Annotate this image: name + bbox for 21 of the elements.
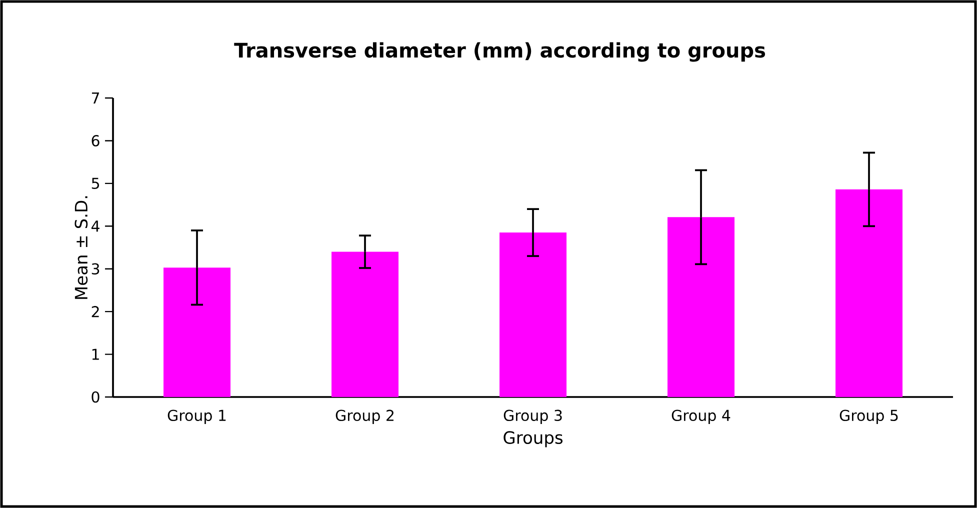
y-tick-label: 1 xyxy=(92,348,99,360)
y-tick-label: 7 xyxy=(92,92,100,104)
chart-title: Transverse diameter (mm) according to groups xyxy=(234,42,766,62)
bar xyxy=(164,268,231,397)
y-tick-label: 5 xyxy=(92,178,99,190)
y-tick-label: 6 xyxy=(92,135,100,146)
x-tick-label: Group 1 xyxy=(168,410,226,424)
x-tick-label: Group 2 xyxy=(336,410,394,424)
x-tick-label: Group 4 xyxy=(672,410,730,424)
x-axis-title: Groups xyxy=(504,431,563,448)
bar xyxy=(836,189,903,397)
bar xyxy=(500,232,567,397)
y-tick-label: 2 xyxy=(92,306,99,318)
bar xyxy=(668,217,735,397)
y-tick-label: 3 xyxy=(92,263,100,275)
x-tick-label: Group 3 xyxy=(504,410,562,424)
y-tick-label: 0 xyxy=(92,391,100,403)
x-tick-label: Group 5 xyxy=(840,410,898,424)
y-tick-label: 4 xyxy=(91,220,100,232)
bar xyxy=(332,252,399,397)
y-axis-title: Mean ± S.D. xyxy=(74,196,88,299)
